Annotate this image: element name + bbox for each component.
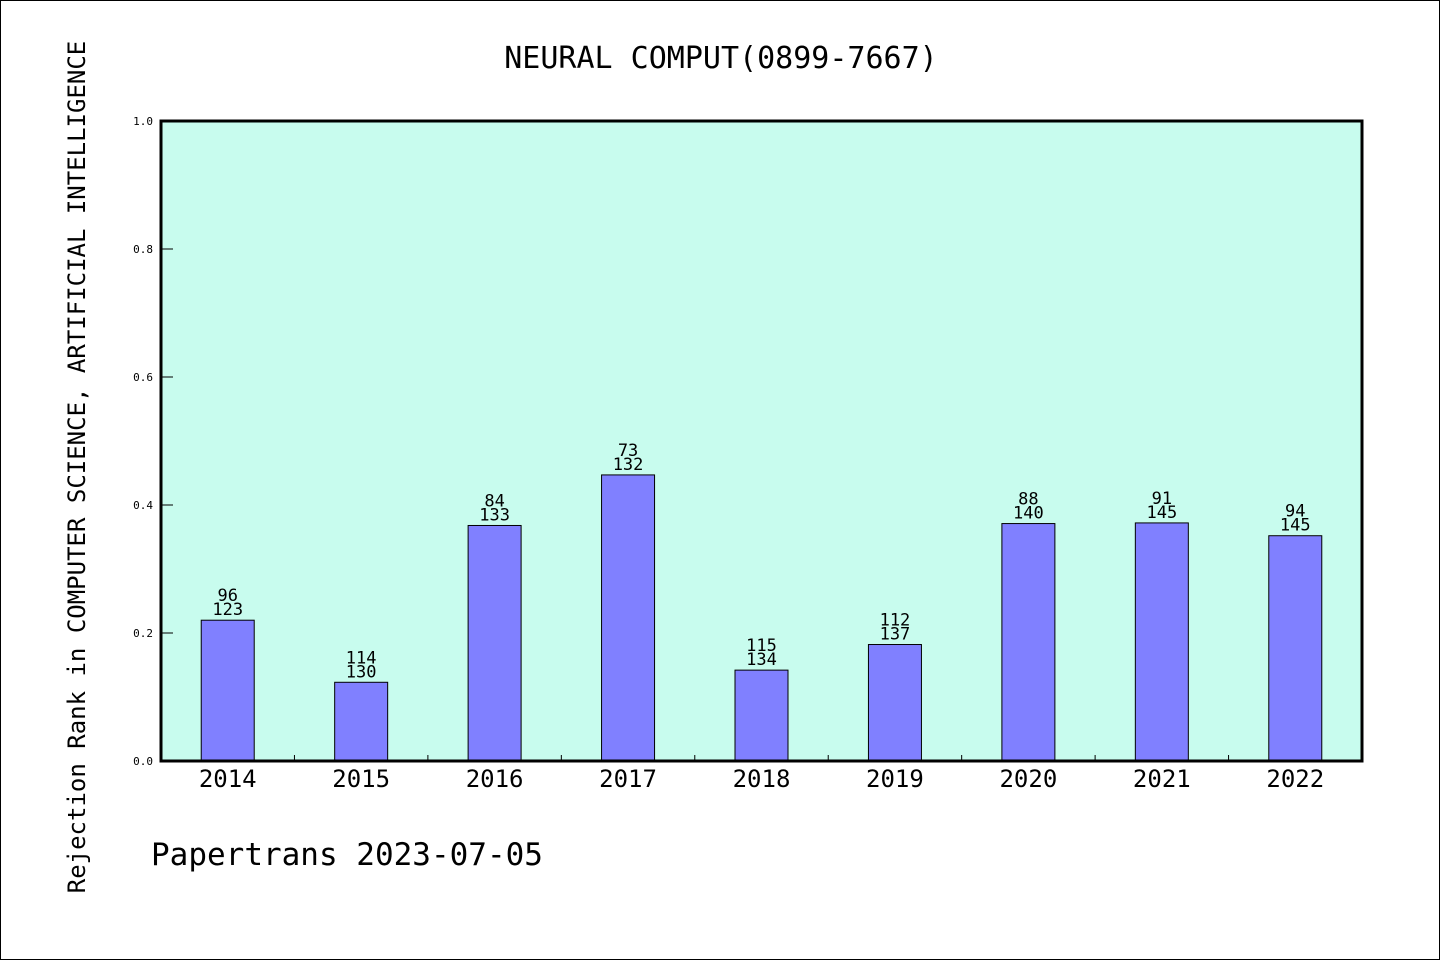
y-tick-label: 0.6 bbox=[133, 371, 153, 384]
bar-rank-label: 88 bbox=[1018, 490, 1038, 510]
bar-total-label: 145 bbox=[1146, 503, 1177, 523]
bar-total-label: 137 bbox=[880, 625, 911, 645]
x-tick-label-2014: 2014 bbox=[199, 765, 257, 793]
bar-total-label: 123 bbox=[212, 600, 243, 620]
bar-2022 bbox=[1268, 535, 1323, 762]
y-tick-label: 0.4 bbox=[133, 499, 153, 512]
y-tick-label: 0.2 bbox=[133, 627, 153, 640]
bar-2018 bbox=[734, 669, 789, 762]
bar-2020 bbox=[1001, 523, 1056, 762]
bar-rank-label: 115 bbox=[746, 636, 777, 656]
bar-2021 bbox=[1134, 522, 1189, 762]
plot-border bbox=[159, 119, 1364, 763]
y-axis-label: Rejection Rank in COMPUTER SCIENCE, ARTI… bbox=[63, 41, 91, 894]
bar-2017 bbox=[601, 474, 656, 762]
bar-rank-label: 114 bbox=[346, 648, 377, 668]
bar-total-label: 132 bbox=[613, 455, 644, 475]
bar-rank-label: 94 bbox=[1285, 502, 1305, 522]
x-tick-label-2021: 2021 bbox=[1133, 765, 1191, 793]
y-tick-label: 1.0 bbox=[133, 115, 153, 128]
y-tick-label: 0.8 bbox=[133, 243, 153, 256]
x-tick-label-2022: 2022 bbox=[1266, 765, 1324, 793]
bar-rank-label: 91 bbox=[1152, 489, 1172, 509]
chart-title: NEURAL COMPUT(0899-7667) bbox=[504, 41, 937, 76]
x-axis: 2014 2015 2016 2017 2018 2019 2020 2021 2022 bbox=[199, 755, 1324, 793]
bar-rank-label: 112 bbox=[880, 611, 911, 631]
bar-rank-label: 96 bbox=[217, 586, 237, 606]
bar-total-label: 133 bbox=[479, 505, 510, 525]
x-tick-label-2016: 2016 bbox=[466, 765, 524, 793]
bar-rank-label: 84 bbox=[484, 491, 504, 511]
x-tick-label-2015: 2015 bbox=[332, 765, 390, 793]
x-tick-label-2017: 2017 bbox=[599, 765, 657, 793]
bar-rank-label: 73 bbox=[618, 441, 638, 461]
bar-2019 bbox=[867, 644, 922, 762]
footer-credit: Papertrans 2023-07-05 bbox=[151, 837, 543, 873]
bar-2015 bbox=[334, 681, 389, 762]
x-tick-label-2020: 2020 bbox=[999, 765, 1057, 793]
bar-total-label: 134 bbox=[746, 650, 777, 670]
bar-2016 bbox=[467, 524, 522, 762]
bar-2014 bbox=[200, 619, 255, 762]
x-tick-label-2019: 2019 bbox=[866, 765, 924, 793]
bar-total-label: 145 bbox=[1280, 516, 1311, 536]
bar-total-label: 140 bbox=[1013, 504, 1044, 524]
y-axis: 0.0 0.2 0.4 0.6 0.8 1.0 bbox=[133, 115, 173, 768]
x-tick-label-2018: 2018 bbox=[733, 765, 791, 793]
y-tick-label: 0.0 bbox=[133, 755, 153, 768]
bar-total-label: 130 bbox=[346, 662, 377, 682]
